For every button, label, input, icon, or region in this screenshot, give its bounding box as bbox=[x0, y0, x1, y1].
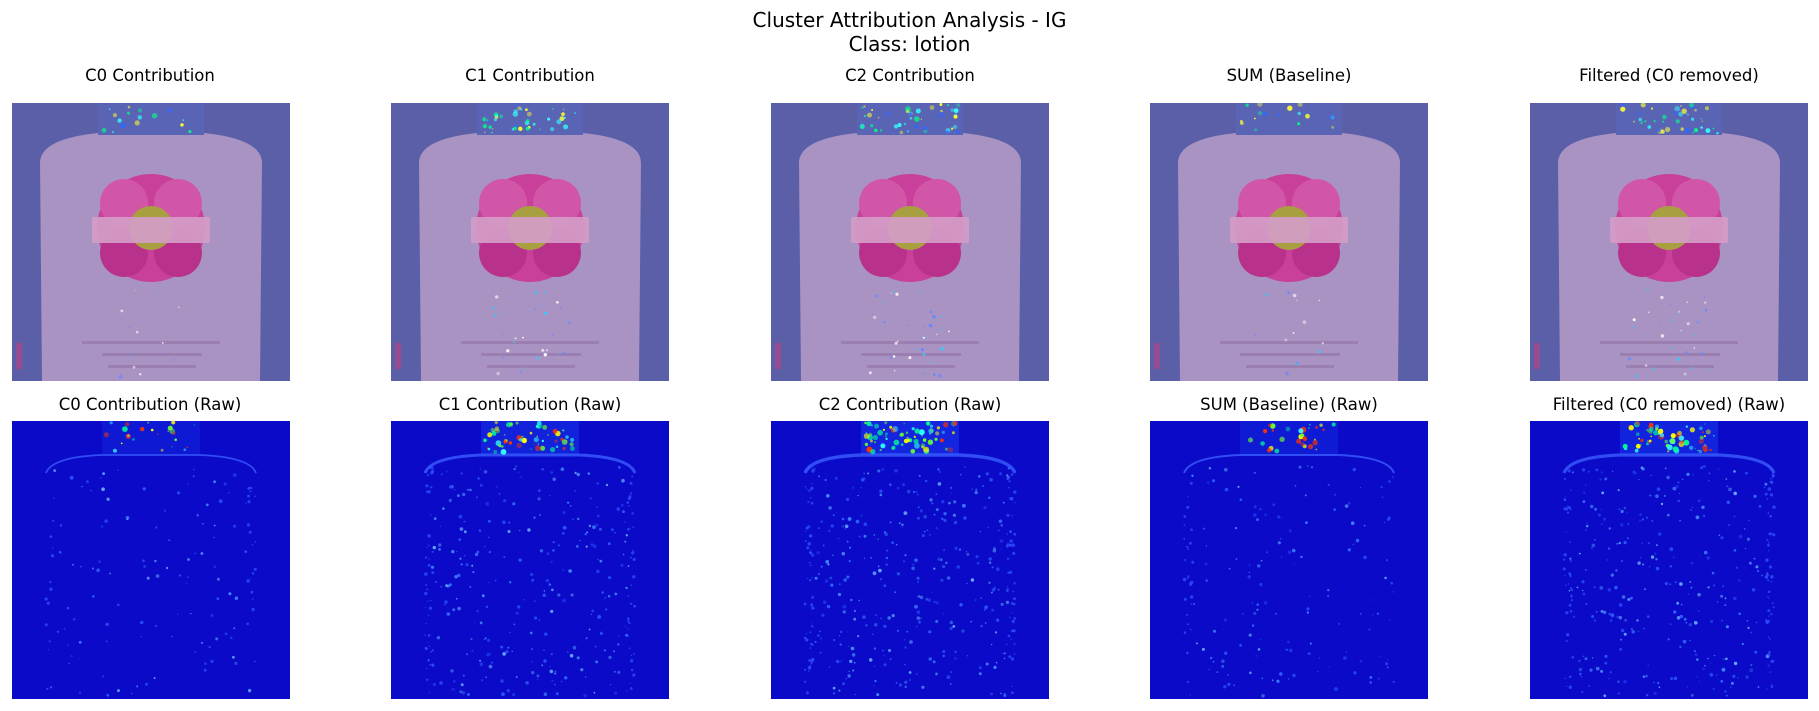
panel-title-c2: C2 Contribution bbox=[845, 66, 975, 85]
c0-raw-heatmap bbox=[12, 421, 290, 699]
panel-title-filtered: Filtered (C0 removed) bbox=[1579, 66, 1759, 85]
sum-raw-heatmap bbox=[1150, 421, 1428, 699]
panel-title-c0: C0 Contribution bbox=[85, 66, 215, 85]
panel-title-c1: C1 Contribution bbox=[465, 66, 595, 85]
panel-title-sum: SUM (Baseline) bbox=[1226, 66, 1352, 85]
filtered-overlay-image bbox=[1530, 103, 1808, 381]
filtered-raw-heatmap bbox=[1530, 421, 1808, 699]
figure-title: Cluster Attribution Analysis - IG Class:… bbox=[0, 8, 1819, 56]
c1-overlay-image bbox=[391, 103, 669, 381]
sum-overlay-image bbox=[1150, 103, 1428, 381]
panel-title-c0-raw: C0 Contribution (Raw) bbox=[58, 395, 242, 414]
c2-overlay-image bbox=[771, 103, 1049, 381]
c1-raw-heatmap bbox=[391, 421, 669, 699]
c0-overlay-image bbox=[12, 103, 290, 381]
c2-raw-heatmap bbox=[771, 421, 1049, 699]
panel-title-c2-raw: C2 Contribution (Raw) bbox=[818, 395, 1002, 414]
panel-title-sum-raw: SUM (Baseline) (Raw) bbox=[1200, 395, 1378, 414]
figure-title-line2: Class: lotion bbox=[848, 32, 971, 56]
panel-title-filtered-raw: Filtered (C0 removed) (Raw) bbox=[1552, 395, 1786, 414]
panel-title-c1-raw: C1 Contribution (Raw) bbox=[438, 395, 622, 414]
figure-title-line1: Cluster Attribution Analysis - IG bbox=[752, 8, 1067, 32]
